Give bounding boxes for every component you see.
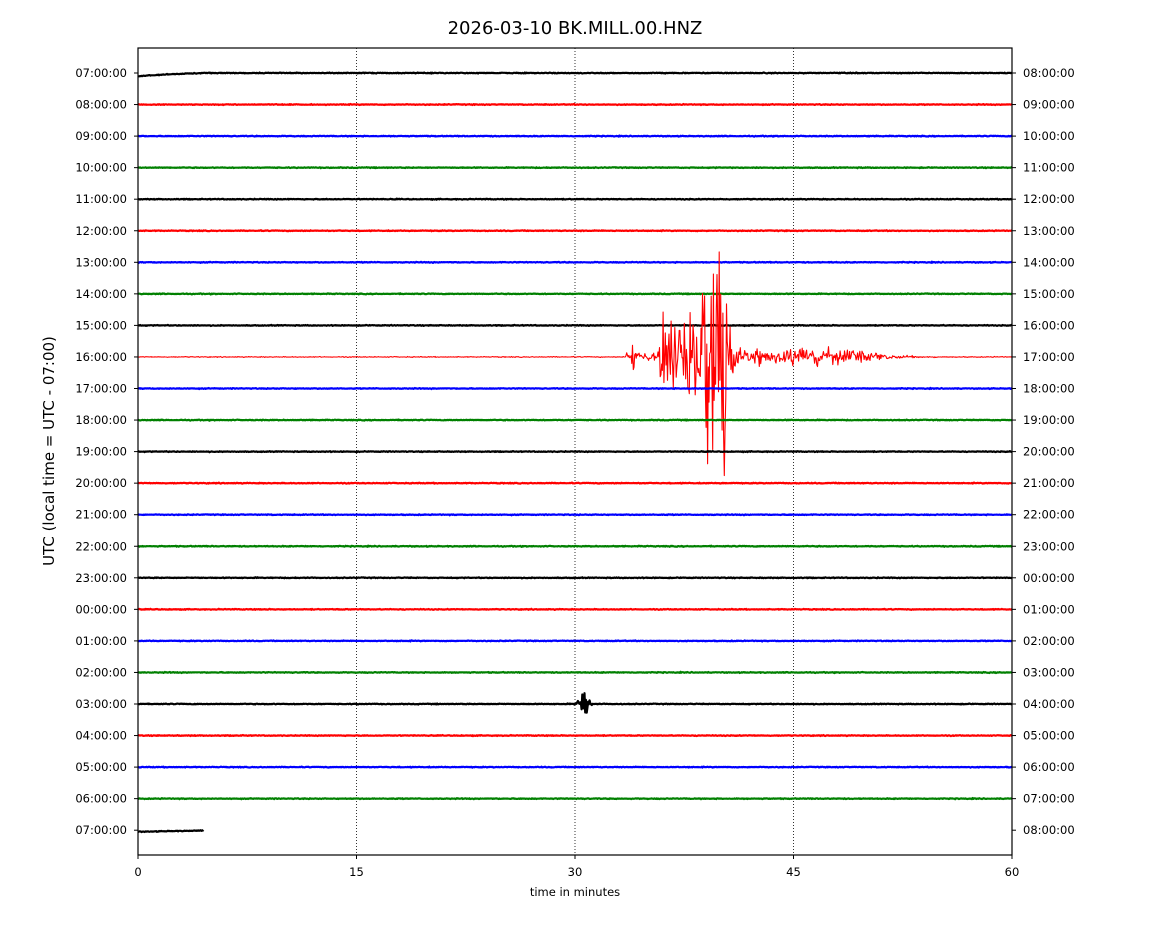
y-tick-label-left: 16:00:00 xyxy=(75,350,127,364)
trace-line xyxy=(137,418,1013,422)
y-tick-label-right: 19:00:00 xyxy=(1023,413,1075,427)
trace-line xyxy=(137,251,1013,477)
trace-line xyxy=(137,450,1013,454)
trace-line xyxy=(137,829,205,834)
trace-line xyxy=(137,796,1013,801)
y-tick-label-right: 21:00:00 xyxy=(1023,476,1075,490)
trace-line xyxy=(137,292,1013,296)
trace-line xyxy=(137,197,1013,201)
grid-layer xyxy=(356,48,794,855)
y-tick-label-right: 13:00:00 xyxy=(1023,224,1075,238)
trace-line xyxy=(137,229,1013,233)
trace-line xyxy=(137,692,1013,714)
y-tick-label-left: 15:00:00 xyxy=(75,318,127,332)
trace-line xyxy=(137,576,1013,580)
y-tick-label-right: 08:00:00 xyxy=(1023,823,1075,837)
y-tick-label-right: 23:00:00 xyxy=(1023,539,1075,553)
trace-line xyxy=(137,323,1013,328)
y-tick-label-right: 17:00:00 xyxy=(1023,350,1075,364)
x-tick-label: 45 xyxy=(786,865,801,879)
y-tick-label-right: 12:00:00 xyxy=(1023,192,1075,206)
trace-line xyxy=(137,102,1013,107)
y-tick-label-right: 02:00:00 xyxy=(1023,634,1075,648)
trace-line xyxy=(137,544,1013,549)
y-tick-label-right: 15:00:00 xyxy=(1023,287,1075,301)
trace-line xyxy=(137,166,1013,170)
trace-line xyxy=(137,481,1013,485)
trace-line xyxy=(137,607,1013,612)
chart-title: 2026-03-10 BK.MILL.00.HNZ xyxy=(448,18,703,39)
trace-line xyxy=(137,733,1013,738)
x-tick-label: 60 xyxy=(1005,865,1020,879)
y-tick-label-left: 17:00:00 xyxy=(75,382,127,396)
y-tick-label-right: 11:00:00 xyxy=(1023,161,1075,175)
y-tick-label-left: 20:00:00 xyxy=(75,476,127,490)
y-tick-label-left: 12:00:00 xyxy=(75,224,127,238)
y-tick-label-right: 03:00:00 xyxy=(1023,665,1075,679)
trace-line xyxy=(137,765,1013,769)
y-tick-label-right: 22:00:00 xyxy=(1023,508,1075,522)
y-tick-label-left: 08:00:00 xyxy=(75,98,127,112)
y-tick-label-left: 09:00:00 xyxy=(75,129,127,143)
y-tick-label-right: 08:00:00 xyxy=(1023,66,1075,80)
axis-layer: 07:00:00 08:00:00 08:00:00 09:00:00 09:00:00… xyxy=(75,66,1074,879)
trace-line xyxy=(137,639,1013,643)
y-tick-label-left: 10:00:00 xyxy=(75,161,127,175)
y-tick-label-left: 06:00:00 xyxy=(75,792,127,806)
y-tick-label-left: 04:00:00 xyxy=(75,729,127,743)
y-tick-label-right: 07:00:00 xyxy=(1023,792,1075,806)
y-tick-label-left: 19:00:00 xyxy=(75,445,127,459)
y-tick-label-left: 14:00:00 xyxy=(75,287,127,301)
y-tick-label-right: 01:00:00 xyxy=(1023,602,1075,616)
y-axis-label: UTC (local time = UTC - 07:00) xyxy=(40,336,58,566)
trace-line xyxy=(137,513,1013,517)
y-tick-label-left: 23:00:00 xyxy=(75,571,127,585)
y-tick-label-left: 18:00:00 xyxy=(75,413,127,427)
y-tick-label-right: 00:00:00 xyxy=(1023,571,1075,585)
y-tick-label-left: 01:00:00 xyxy=(75,634,127,648)
trace-line xyxy=(137,134,1013,138)
y-tick-label-right: 05:00:00 xyxy=(1023,729,1075,743)
y-tick-label-right: 04:00:00 xyxy=(1023,697,1075,711)
y-tick-label-left: 02:00:00 xyxy=(75,665,127,679)
x-axis-label: time in minutes xyxy=(530,885,620,899)
x-tick-label: 15 xyxy=(349,865,364,879)
y-tick-label-left: 07:00:00 xyxy=(75,66,127,80)
y-tick-label-left: 00:00:00 xyxy=(75,602,127,616)
y-tick-label-right: 18:00:00 xyxy=(1023,382,1075,396)
y-tick-label-left: 13:00:00 xyxy=(75,255,127,269)
trace-line xyxy=(137,71,1013,78)
y-tick-label-left: 11:00:00 xyxy=(75,192,127,206)
y-tick-label-right: 09:00:00 xyxy=(1023,98,1075,112)
y-tick-label-right: 06:00:00 xyxy=(1023,760,1075,774)
y-tick-label-right: 14:00:00 xyxy=(1023,255,1075,269)
trace-line xyxy=(137,670,1013,675)
y-tick-label-left: 07:00:00 xyxy=(75,823,127,837)
trace-line xyxy=(137,260,1013,264)
y-tick-label-left: 03:00:00 xyxy=(75,697,127,711)
y-tick-label-left: 22:00:00 xyxy=(75,539,127,553)
y-tick-label-right: 10:00:00 xyxy=(1023,129,1075,143)
y-tick-label-left: 05:00:00 xyxy=(75,760,127,774)
y-tick-label-right: 16:00:00 xyxy=(1023,318,1075,332)
y-tick-label-right: 20:00:00 xyxy=(1023,445,1075,459)
trace-line xyxy=(137,386,1013,391)
x-tick-label: 30 xyxy=(568,865,583,879)
x-tick-label: 0 xyxy=(134,865,141,879)
trace-layer xyxy=(137,71,1013,834)
y-tick-label-left: 21:00:00 xyxy=(75,508,127,522)
